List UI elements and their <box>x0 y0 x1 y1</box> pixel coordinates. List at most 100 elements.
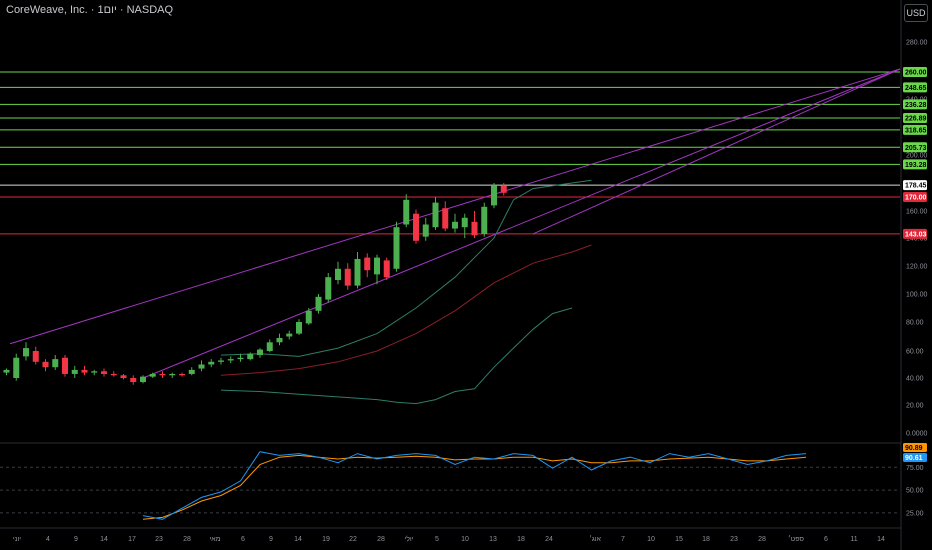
candle-body <box>413 213 419 241</box>
date-tick-label: 23 <box>730 536 738 543</box>
level-tag <box>903 113 927 124</box>
currency-button[interactable]: USD <box>904 4 928 22</box>
level-tag <box>903 192 927 202</box>
level-tag <box>903 124 927 135</box>
date-tick-label: ספט׳ <box>788 535 804 543</box>
date-tick-label: 11 <box>850 536 857 543</box>
candle-body <box>120 375 127 378</box>
candle-body <box>149 373 156 377</box>
channel-inner-line <box>532 68 901 235</box>
candle-body <box>169 373 176 376</box>
date-tick-label: 14 <box>294 536 302 543</box>
level-tag <box>903 159 927 170</box>
candle-body <box>432 202 439 228</box>
rsi-blue-tag <box>903 453 927 462</box>
level-tag <box>903 228 927 239</box>
level-tag-label: 318.65 <box>905 127 927 134</box>
level-tag <box>903 180 927 191</box>
candle-body <box>374 257 380 275</box>
candle-body <box>403 199 410 225</box>
candle-body <box>364 257 371 271</box>
candle-body <box>491 185 497 206</box>
rsi-line <box>142 451 807 520</box>
candle-body <box>130 378 137 383</box>
candle-body <box>81 369 88 373</box>
level-tag-label: 178.45 <box>905 183 927 190</box>
candle-body <box>227 359 234 361</box>
price-tick-label: 20.00 <box>906 403 924 410</box>
candle-body <box>42 361 49 368</box>
date-tick-label: אוג׳ <box>589 535 601 543</box>
rsi-orange-tag <box>903 443 927 452</box>
candle-body <box>91 371 98 373</box>
date-tick-label: 24 <box>545 536 553 543</box>
price-tick-label: 120.00 <box>906 264 928 271</box>
candle-body <box>188 369 195 374</box>
price-tick-label: 100.00 <box>906 292 928 299</box>
price-tick-label: 80.00 <box>906 320 924 327</box>
channel-lower-line <box>142 68 901 379</box>
candle-body <box>481 206 488 234</box>
candle-body <box>471 221 478 236</box>
date-tick-label: 7 <box>621 536 625 543</box>
price-tick-label: 280.00 <box>906 40 928 47</box>
level-tag <box>903 67 927 77</box>
date-tick-label: 13 <box>489 536 497 543</box>
date-tick-label: 14 <box>100 536 108 543</box>
date-tick-label: 17 <box>128 536 136 543</box>
date-tick-label: יוני <box>13 536 21 543</box>
moving-average-line <box>220 244 592 376</box>
candle-body <box>335 268 341 280</box>
candle-body <box>159 373 166 376</box>
date-tick-label: 9 <box>269 536 273 543</box>
candle-body <box>71 369 78 374</box>
bollinger-lower-line <box>220 307 573 405</box>
rsi-tick-label: 75.00 <box>906 465 924 472</box>
candle-body <box>32 351 39 362</box>
candle-body <box>140 376 146 383</box>
candle-body <box>257 349 263 356</box>
date-tick-label: 28 <box>183 536 191 543</box>
rsi-blue-value: 90.61 <box>905 455 923 462</box>
date-tick-label: 23 <box>155 536 163 543</box>
date-tick-label: 28 <box>377 536 385 543</box>
candle-body <box>393 227 400 269</box>
candle-body <box>62 357 68 374</box>
price-tick-label: 160.00 <box>906 209 928 216</box>
level-tag-label: 193.28 <box>905 162 927 169</box>
candle-body <box>247 353 254 360</box>
date-tick-label: 5 <box>435 536 439 543</box>
price-tick-label: 40.00 <box>906 376 924 383</box>
candle-body <box>110 373 117 376</box>
candle-body <box>266 342 273 351</box>
rsi-tick-label: 25.00 <box>906 510 924 517</box>
rsi-orange-value: 90.89 <box>905 445 923 452</box>
date-tick-label: 9 <box>74 536 78 543</box>
candle-body <box>442 208 449 229</box>
candle-body <box>276 337 283 343</box>
candle-body <box>3 369 10 373</box>
date-tick-label: 19 <box>322 536 330 543</box>
channel-upper-line <box>9 68 901 345</box>
price-tick-label: 200.00 <box>906 153 928 160</box>
bollinger-upper-line <box>220 179 592 357</box>
date-tick-label: 18 <box>702 536 710 543</box>
candle-body <box>286 333 293 337</box>
candle-body <box>461 217 468 228</box>
candle-body <box>296 322 302 334</box>
candle-body <box>23 348 29 357</box>
level-tag-label: 226.89 <box>905 116 927 123</box>
candle-body <box>237 357 244 360</box>
date-tick-label: 18 <box>517 536 525 543</box>
candle-body <box>344 268 351 286</box>
candle-body <box>101 371 107 374</box>
candle-body <box>354 259 361 286</box>
price-tick-label: 0.0000 <box>906 431 928 438</box>
date-tick-label: יולי <box>404 535 413 543</box>
rsi-signal-line <box>142 454 807 520</box>
date-tick-label: 14 <box>877 536 885 543</box>
price-tick-label: 60.00 <box>906 349 924 356</box>
candle-body <box>315 296 322 311</box>
level-tag-label: 260.00 <box>905 70 927 77</box>
